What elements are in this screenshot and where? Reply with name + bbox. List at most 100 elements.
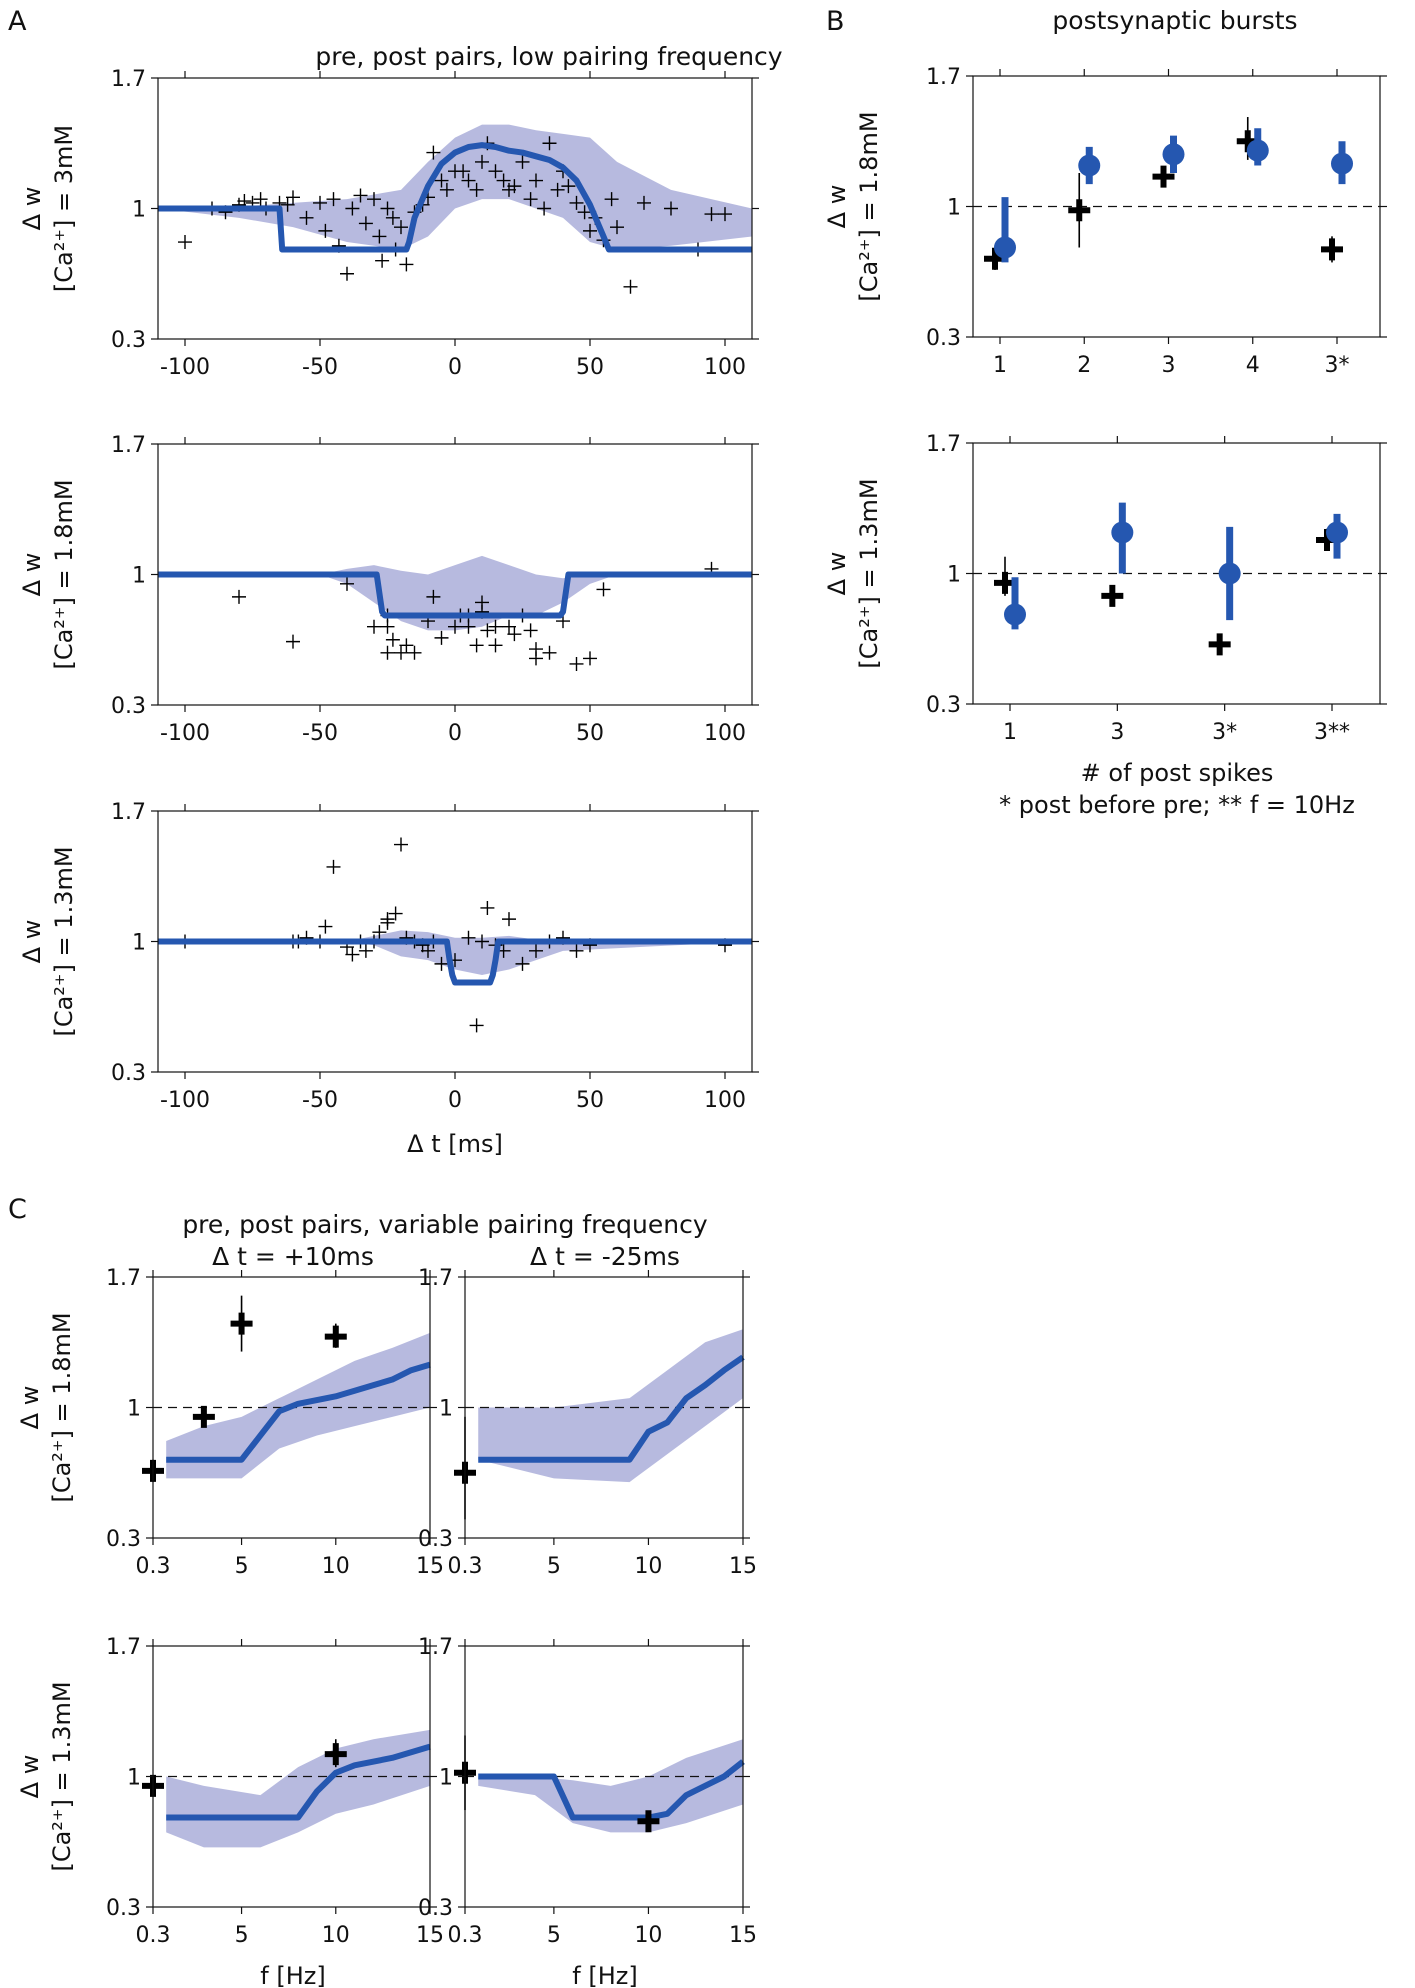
A1-xtick-label: 100 [704, 355, 746, 380]
B1-ytick-label: 1.7 [926, 65, 961, 90]
B2-model-point [1004, 603, 1026, 626]
A1-data-point [313, 195, 327, 210]
B2-experiment-point [1101, 584, 1124, 607]
A1-xtick-label: -50 [302, 355, 338, 380]
B1-experiment-point [1152, 165, 1175, 188]
C2-model-line [478, 1354, 745, 1463]
B1-ytick-label: 1 [947, 196, 961, 221]
A1-data-point [372, 229, 387, 244]
B1-model-point [1331, 152, 1353, 175]
B2-xtick-label: 3** [1314, 720, 1350, 745]
C4-xtick-label: 0.3 [448, 1923, 483, 1948]
panel-c-right-title: Δ t = -25ms [530, 1242, 680, 1271]
A1-data-point [604, 192, 619, 207]
A2-ytick-label: 1.7 [111, 433, 146, 458]
A2-data-point [523, 623, 538, 638]
B2-ytick-label: 1.7 [926, 432, 961, 457]
A1-ylabel-ca: [Ca²⁺] = 3mM [50, 125, 78, 292]
A1-data-point [399, 257, 414, 272]
A1-ytick-label: 0.3 [111, 328, 146, 353]
A1-model-band [158, 124, 752, 250]
A1-ylabel-dw: Δ w [18, 187, 46, 231]
A2-data-point [488, 619, 503, 634]
A2-model-line [158, 571, 752, 619]
A2-data-point [434, 630, 449, 645]
A1-data-point [178, 235, 192, 250]
A1-data-point [577, 205, 592, 220]
A1-data-point [426, 145, 441, 160]
A1-data-point [456, 164, 471, 179]
panel-c-right-xlabel: f [Hz] [572, 1962, 637, 1988]
A2-data-point [426, 589, 441, 604]
B2-model-point [1111, 521, 1134, 544]
A1-data-point [375, 253, 390, 268]
C1-ylabel-dw: Δ w [16, 1386, 44, 1430]
A1-xtick-label: 0 [448, 355, 462, 380]
B2-model-point [1326, 521, 1348, 544]
C1-ylabel-ca: [Ca²⁺] = 1.8mM [48, 1312, 76, 1502]
A2-ytick-label: 1 [132, 564, 146, 589]
A1-data-point [358, 216, 373, 231]
A2-ylabel-ca: [Ca²⁺] = 1.8mM [50, 479, 78, 669]
C1-xtick-label: 5 [235, 1554, 249, 1579]
C3-ytick-label: 0.3 [106, 1896, 141, 1921]
panel-b2: 1.7 1 0.3 1 3 3* 3** Δ w [Ca²⁺] = 1.3mM [823, 432, 1387, 745]
A2-data-point [529, 642, 543, 657]
C3-xtick-label: 15 [416, 1923, 444, 1948]
A2-xtick-label: 50 [576, 721, 604, 746]
A3-ytick-label: 1 [132, 931, 146, 956]
A2-data-point [583, 651, 597, 666]
A3-data-point [515, 956, 530, 971]
B1-experiment-point [1068, 199, 1091, 222]
A1-data-point [529, 173, 543, 188]
A1-data-point [610, 220, 624, 235]
A2-data-point [286, 634, 300, 649]
A1-model-line [158, 142, 752, 253]
A1-data-point [469, 182, 484, 197]
A1-xtick-label: -100 [160, 355, 210, 380]
panel-b-title: postsynaptic bursts [1052, 6, 1297, 35]
B1-xtick-label: 3* [1325, 353, 1350, 378]
C4-ytick-label: 0.3 [418, 1896, 453, 1921]
panel-b-xlabel-note: * post before pre; ** f = 10Hz [999, 791, 1355, 819]
A2-ylabel-dw: Δ w [18, 553, 46, 597]
A2-data-point [367, 619, 381, 634]
A1-data-point [345, 201, 360, 216]
A2-model-band [158, 555, 752, 631]
C2-ytick-label: 1.7 [418, 1266, 453, 1291]
A2-data-point [507, 627, 522, 642]
A3-data-point [569, 943, 584, 958]
B1-xtick-label: 2 [1077, 353, 1091, 378]
B2-xtick-label: 1 [1003, 720, 1017, 745]
A2-data-point [542, 645, 557, 660]
C1-xtick-label: 10 [322, 1554, 350, 1579]
A3-xtick-label: -50 [302, 1088, 338, 1113]
A1-data-point [507, 179, 522, 194]
A2-xtick-label: 0 [448, 721, 462, 746]
B1-xtick-label: 1 [993, 353, 1007, 378]
A1-data-point [434, 173, 449, 188]
A1-data-point [253, 192, 268, 207]
A1-data-point [353, 188, 368, 203]
C3-model-line [166, 1743, 431, 1821]
C4-ytick-label: 1 [439, 1766, 453, 1791]
C1-experiment-point [230, 1312, 253, 1335]
A3-data-point [318, 919, 333, 934]
panel-a-xlabel: Δ t [ms] [407, 1130, 503, 1158]
A1-data-point [537, 201, 552, 216]
A1-data-point [299, 210, 314, 225]
panel-c4: 1.7 1 0.30.3 5 10 15 [418, 1635, 757, 1948]
A1-data-point [439, 182, 454, 197]
B1-experiment-point [1321, 238, 1343, 261]
A1-data-point [286, 190, 300, 205]
C2-model-band [478, 1329, 743, 1483]
B2-ylabel-ca: [Ca²⁺] = 1.3mM [855, 478, 883, 668]
A2-data-point [394, 645, 408, 660]
A2-data-point [380, 619, 395, 634]
C3-xtick-label: 0.3 [136, 1923, 171, 1948]
A3-data-point [326, 859, 341, 874]
C4-xtick-label: 15 [729, 1923, 757, 1948]
panel-a-title: pre, post pairs, low pairing frequency [315, 42, 782, 71]
A3-data-point [469, 1018, 484, 1033]
A1-data-point [394, 220, 408, 235]
